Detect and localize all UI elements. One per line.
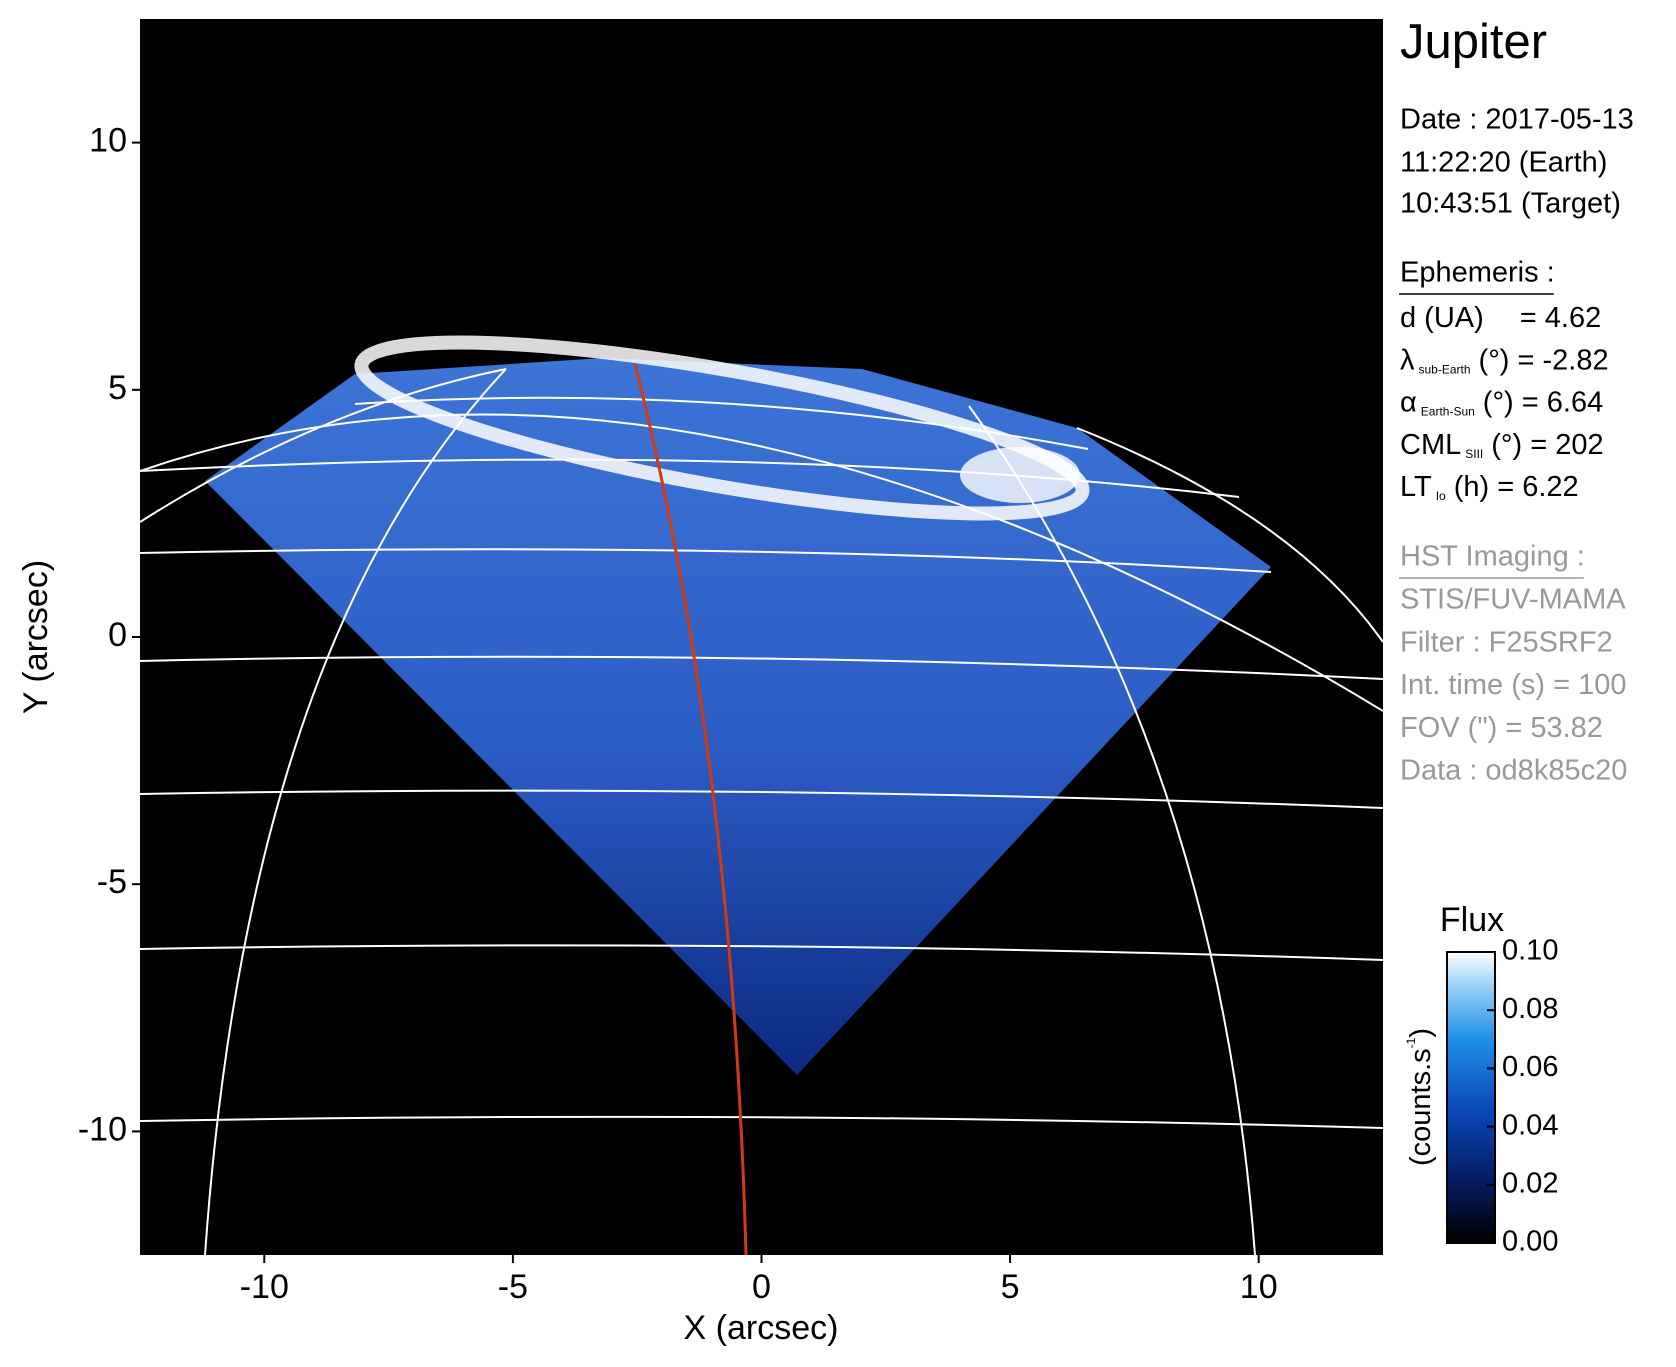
latitude-line xyxy=(354,396,1089,450)
y-axis-title: Y (arcsec) xyxy=(17,560,55,714)
row-main: LT xyxy=(1400,471,1432,503)
imaging-line: Data : od8k85c20 xyxy=(1400,754,1627,786)
target-name: Jupiter xyxy=(1400,15,1547,69)
label-text: (counts.s xyxy=(1405,1048,1437,1166)
latitude-line xyxy=(140,789,1383,809)
x-tick-label: -5 xyxy=(498,1268,528,1306)
row-rest: (°) = -2.82 xyxy=(1479,344,1609,376)
row-rest: (°) = 6.64 xyxy=(1483,386,1603,418)
colorbar-scale xyxy=(1446,951,1496,1244)
row-sub: Io xyxy=(1436,489,1446,503)
label-sup: -1 xyxy=(1404,1037,1418,1048)
row-main: λ xyxy=(1400,344,1415,376)
y-tick-label: -5 xyxy=(97,863,127,901)
date-line: Date : 2017-05-13 xyxy=(1400,104,1634,136)
x-axis-title: X (arcsec) xyxy=(684,1309,839,1347)
row-main: α xyxy=(1400,386,1417,418)
row-rest: (h) = 6.22 xyxy=(1454,471,1579,503)
y-tick-label: 5 xyxy=(108,369,127,407)
imaging-line: STIS/FUV-MAMA xyxy=(1400,584,1626,616)
latitude-line xyxy=(140,655,1383,680)
latitude-line xyxy=(140,458,1240,498)
emission-region xyxy=(205,358,1271,1075)
latitude-line xyxy=(140,944,1383,961)
latitude-line xyxy=(140,548,1272,573)
ephemeris-title: Ephemeris : xyxy=(1400,257,1555,289)
y-tick-label: 0 xyxy=(108,616,127,654)
x-tick-label: -10 xyxy=(240,1268,289,1306)
x-tick-label: 10 xyxy=(1240,1268,1278,1306)
imaging-line: FOV (") = 53.82 xyxy=(1400,712,1603,744)
imaging-title: HST Imaging : xyxy=(1400,541,1585,573)
colorbar-label: (counts.s-1) xyxy=(1404,1028,1436,1166)
colorbar-title: Flux xyxy=(1440,901,1504,939)
meridian xyxy=(1076,427,1383,643)
meridian xyxy=(968,405,1256,1255)
image xyxy=(140,335,1383,1255)
row-sub: Earth-Sun xyxy=(1421,405,1475,419)
ephemeris-row: α Earth-Sun (°) = 6.64 xyxy=(1400,386,1603,419)
date-line: 10:43:51 (Target) xyxy=(1400,188,1621,220)
x-tick-label: 5 xyxy=(1001,1268,1020,1306)
meridian xyxy=(204,368,507,1255)
colorbar: Flux (counts.s-1) 0.00 0.02 0.04 0.06 0.08 0.… xyxy=(1404,901,1558,1258)
colorbar-tick-label: 0.02 xyxy=(1502,1167,1558,1199)
row-sub: SIII xyxy=(1465,447,1483,461)
auroral-oval xyxy=(354,335,1090,521)
row-rest: = 4.62 xyxy=(1520,302,1601,334)
ephemeris-row: λ sub-Earth (°) = -2.82 xyxy=(1400,344,1609,377)
latitude-line xyxy=(140,1115,1383,1129)
imaging-line: Int. time (s) = 100 xyxy=(1400,669,1626,701)
row-main: d (UA) xyxy=(1400,302,1484,334)
x-tick-label: 0 xyxy=(752,1268,771,1306)
row-sub: sub-Earth xyxy=(1419,362,1471,376)
colorbar-tick-label: 0.06 xyxy=(1502,1051,1558,1083)
row-main: CML xyxy=(1400,429,1461,461)
ephemeris-row: d (UA) = 4.62 xyxy=(1400,302,1601,334)
ephemeris-row: LT Io (h) = 6.22 xyxy=(1400,471,1579,504)
colorbar-tick-label: 0.04 xyxy=(1502,1109,1558,1141)
date-line: 11:22:20 (Earth) xyxy=(1400,147,1607,179)
colorbar-tick-label: 0.08 xyxy=(1502,993,1558,1025)
colorbar-tick-label: 0.10 xyxy=(1502,935,1558,967)
row-rest: (°) = 202 xyxy=(1491,429,1603,461)
imaging-line: Filter : F25SRF2 xyxy=(1400,626,1613,658)
y-tick-label: -10 xyxy=(78,1110,127,1148)
colorbar-tick-label: 0.00 xyxy=(1502,1226,1558,1258)
label-end: ) xyxy=(1405,1028,1437,1038)
central-meridian xyxy=(633,363,748,1255)
meridian xyxy=(140,368,507,523)
ephemeris-row: CML SIII (°) = 202 xyxy=(1400,429,1604,462)
y-tick-label: 10 xyxy=(89,122,127,160)
limb xyxy=(140,413,1383,712)
